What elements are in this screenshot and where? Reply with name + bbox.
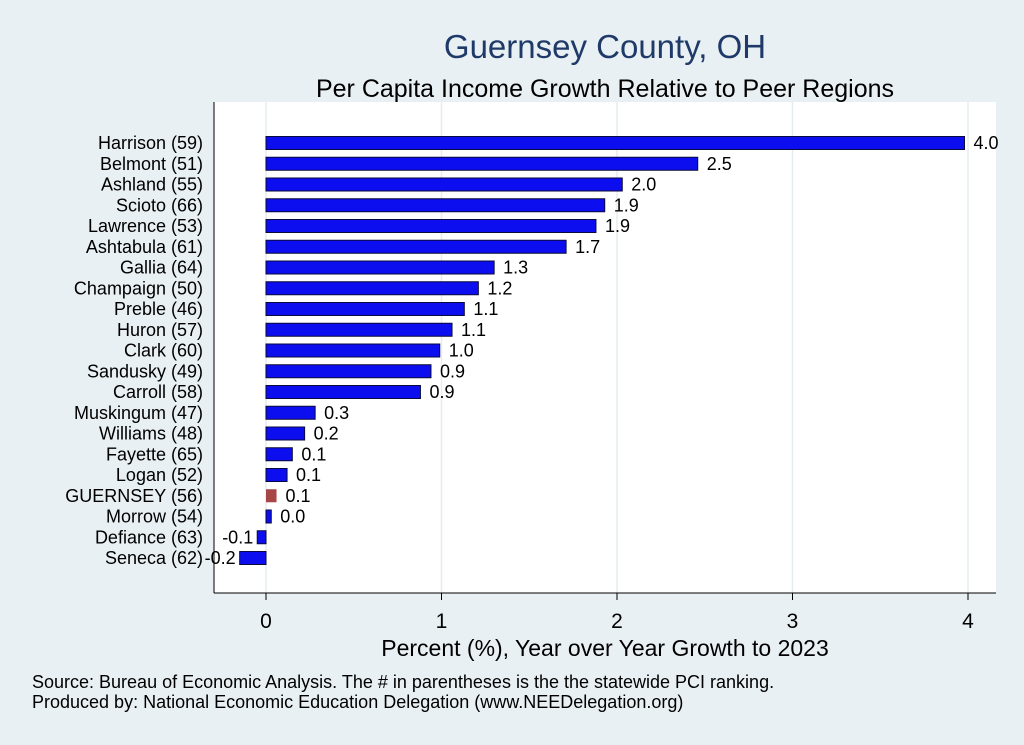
value-label: 0.0 [280, 507, 305, 527]
category-label: Scioto (66) [116, 195, 203, 215]
category-label: Harrison (59) [98, 133, 203, 153]
bar [265, 509, 272, 524]
x-tick-label: 4 [962, 610, 974, 633]
value-label: 2.5 [707, 154, 732, 174]
chart-subtitle: Per Capita Income Growth Relative to Pee… [315, 75, 895, 103]
value-label: 1.1 [461, 320, 486, 340]
value-label: 2.0 [631, 175, 656, 195]
value-label: 0.9 [440, 361, 465, 381]
category-label: Preble (46) [114, 299, 203, 319]
value-label: 0.1 [301, 444, 326, 464]
category-label: Ashland (55) [101, 175, 203, 195]
category-label: Huron (57) [117, 320, 203, 340]
bar [265, 447, 293, 462]
bar [239, 551, 267, 565]
category-label: Sandusky (49) [87, 361, 203, 381]
value-label: 0.1 [286, 486, 311, 506]
value-label: 0.2 [314, 424, 339, 444]
bar [265, 343, 441, 358]
bar [265, 198, 606, 213]
category-label: Williams (48) [99, 424, 203, 444]
value-label: 1.7 [575, 237, 600, 257]
category-label: Carroll (58) [113, 382, 203, 402]
category-label: Champaign (50) [74, 278, 203, 298]
x-axis-title: Percent (%), Year over Year Growth to 20… [381, 635, 829, 661]
bar [265, 177, 623, 192]
bar [265, 405, 316, 420]
value-label: 1.9 [614, 195, 639, 215]
x-tick-label: 0 [260, 610, 272, 633]
bar [265, 219, 597, 233]
bar [265, 322, 453, 337]
bar [265, 385, 421, 399]
category-label: Logan (52) [116, 465, 203, 485]
category-label: Defiance (63) [95, 527, 203, 547]
category-label: Gallia (64) [120, 258, 203, 278]
category-label: GUERNSEY (56) [65, 486, 203, 506]
source-note: Source: Bureau of Economic Analysis. The… [32, 672, 775, 692]
x-tick-label: 2 [611, 610, 623, 633]
category-label: Lawrence (53) [88, 216, 203, 236]
category-label: Morrow (54) [106, 507, 203, 527]
bar [265, 364, 432, 379]
value-label: 0.1 [296, 465, 321, 485]
value-label: 1.9 [605, 216, 630, 236]
category-label: Ashtabula (61) [86, 237, 203, 257]
value-label: 1.2 [487, 278, 512, 298]
value-label: 0.3 [324, 403, 349, 423]
chart-title: Guernsey County, OH [443, 28, 767, 65]
value-label: 4.0 [973, 133, 998, 153]
producer-note: Produced by: National Economic Education… [32, 692, 684, 712]
bar [266, 489, 277, 503]
x-tick-label: 3 [787, 610, 799, 633]
category-label: Muskingum (47) [74, 403, 203, 423]
bar [265, 281, 479, 296]
bar [256, 530, 267, 545]
value-label: 1.0 [449, 341, 474, 361]
value-label: 0.9 [429, 382, 454, 402]
bar [265, 239, 567, 254]
category-label: Fayette (65) [106, 444, 203, 464]
value-label: 1.1 [473, 299, 498, 319]
bar [265, 156, 699, 171]
x-tick-label: 1 [436, 610, 448, 633]
category-label: Seneca (62) [105, 548, 203, 568]
bar [265, 136, 965, 150]
value-label: -0.1 [222, 527, 253, 547]
bar [265, 468, 288, 482]
value-label: -0.2 [205, 548, 236, 568]
bar [265, 302, 465, 316]
value-label: 1.3 [503, 258, 528, 278]
bar [265, 260, 495, 275]
category-label: Belmont (51) [100, 154, 203, 174]
bar [265, 426, 306, 441]
category-label: Clark (60) [124, 341, 203, 361]
